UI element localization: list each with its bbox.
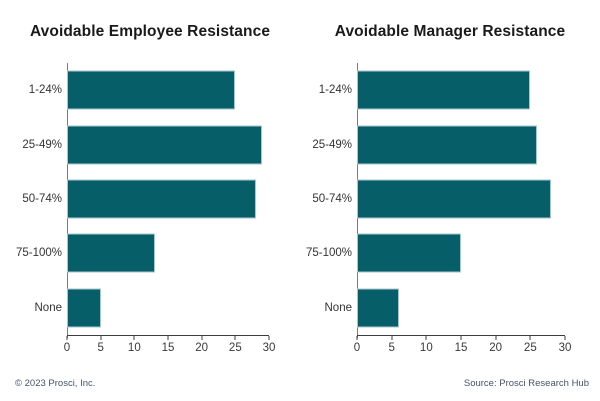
x-axis-line bbox=[357, 335, 565, 336]
chart-title: Avoidable Manager Resistance bbox=[334, 23, 566, 40]
x-tick-mark bbox=[268, 336, 270, 340]
category-label: 25-49% bbox=[22, 138, 62, 151]
category-label: 1-24% bbox=[28, 84, 62, 97]
source-text: Source: Prosci Research Hub bbox=[463, 378, 589, 389]
x-tick-label: 5 bbox=[388, 342, 395, 354]
x-tick-label: 15 bbox=[454, 342, 468, 354]
x-tick-label: 30 bbox=[262, 342, 276, 354]
chart-avoidable-employee-resistance: Avoidable Employee Resistance 1-24% 25-49… bbox=[0, 0, 300, 360]
category-label: 25-49% bbox=[312, 138, 352, 151]
bar bbox=[357, 179, 552, 219]
bar bbox=[357, 288, 399, 328]
category-label: 75-100% bbox=[305, 247, 352, 260]
bar bbox=[357, 70, 531, 110]
category-label: 1-24% bbox=[318, 84, 352, 97]
bar-row: 50-74% bbox=[22, 172, 269, 226]
bar bbox=[67, 70, 236, 110]
x-tick-label: 20 bbox=[489, 342, 503, 354]
bar-row: None bbox=[325, 281, 565, 335]
plot-area: 1-24% 25-49% 50-74% 75-100% None 0 5 10 15 20 25 30 bbox=[16, 63, 275, 354]
x-tick-mark bbox=[100, 336, 102, 340]
category-label: 50-74% bbox=[22, 192, 62, 205]
bar-row: 25-49% bbox=[22, 117, 269, 171]
bar-row: 1-24% bbox=[319, 63, 565, 117]
x-tick-mark bbox=[564, 336, 566, 340]
x-tick-mark bbox=[425, 336, 427, 340]
x-tick-mark bbox=[391, 336, 393, 340]
bar-row: 50-74% bbox=[312, 172, 565, 226]
x-tick-label: 0 bbox=[353, 342, 361, 354]
bar bbox=[357, 233, 461, 273]
bar bbox=[67, 179, 256, 219]
x-tick-mark bbox=[529, 336, 531, 340]
bar bbox=[67, 125, 263, 165]
chart-avoidable-manager-resistance: Avoidable Manager Resistance 1-24% 25-49%… bbox=[300, 0, 600, 360]
bar-row: 75-100% bbox=[306, 226, 565, 280]
bar-row: 75-100% bbox=[16, 226, 269, 280]
category-label: 50-74% bbox=[312, 192, 352, 205]
bar-row: None bbox=[35, 281, 269, 335]
x-tick-label: 5 bbox=[97, 342, 104, 354]
x-tick-label: 30 bbox=[558, 342, 572, 354]
bar bbox=[357, 125, 538, 165]
x-tick-mark bbox=[495, 336, 497, 340]
copyright-text: © 2023 Prosci, Inc. bbox=[15, 378, 96, 389]
x-tick-label: 0 bbox=[63, 342, 71, 354]
x-tick-label: 10 bbox=[419, 342, 433, 354]
category-label: None bbox=[324, 301, 353, 314]
x-tick-mark bbox=[201, 336, 203, 340]
x-axis-line bbox=[67, 335, 269, 336]
category-label: 75-100% bbox=[15, 247, 62, 260]
bar bbox=[67, 288, 101, 328]
x-tick-label: 15 bbox=[161, 342, 175, 354]
x-tick-mark bbox=[460, 336, 462, 340]
x-tick-mark bbox=[356, 336, 358, 340]
x-tick-label: 10 bbox=[127, 342, 141, 354]
plot-area: 1-24% 25-49% 50-74% 75-100% None 0 5 10 15 20 25 30 bbox=[306, 63, 571, 354]
x-tick-label: 20 bbox=[195, 342, 209, 354]
x-tick-mark bbox=[167, 336, 169, 340]
bar-row: 1-24% bbox=[29, 63, 269, 117]
chart-title: Avoidable Employee Resistance bbox=[29, 23, 271, 40]
x-tick-mark bbox=[234, 336, 236, 340]
bar-row: 25-49% bbox=[312, 117, 565, 171]
bar bbox=[67, 233, 155, 273]
x-tick-mark bbox=[66, 336, 68, 340]
x-tick-label: 25 bbox=[228, 342, 242, 354]
category-label: None bbox=[34, 301, 63, 314]
x-tick-mark bbox=[133, 336, 135, 340]
x-tick-label: 25 bbox=[523, 342, 537, 354]
